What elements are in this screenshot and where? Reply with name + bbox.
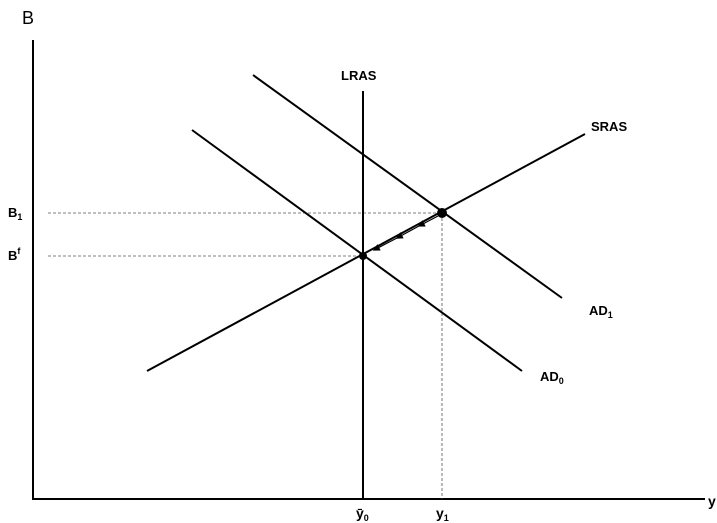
y1-tick-label: y1 [436,505,449,523]
y-axis-label: B [22,8,34,28]
adjustment-arrow-1 [417,215,439,227]
adjustment-arrow-2 [395,225,420,239]
ad1-label: AD1 [589,303,613,320]
sras-label: SRAS [591,119,627,134]
adjustment-arrow-3 [372,237,398,251]
bf-tick-label: Bf [8,246,21,263]
ybar0-tick-label: ȳ0 [356,505,369,523]
b1-tick-label: B1 [8,205,22,222]
ad0-line [191,129,523,372]
long-run-equilibrium-point [359,252,367,260]
sras-line [146,133,586,372]
lras-label: LRAS [341,68,377,83]
ad0-label: AD0 [540,369,564,386]
x-axis-label: y [708,493,716,509]
ad1-line [252,74,563,299]
short-run-equilibrium-point [437,208,447,218]
